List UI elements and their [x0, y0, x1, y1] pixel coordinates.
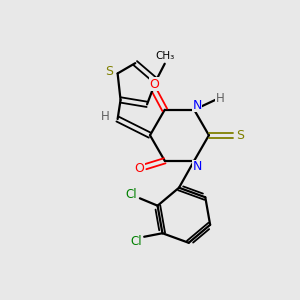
- Text: S: S: [105, 65, 113, 79]
- Text: N: N: [192, 160, 202, 173]
- Text: N: N: [192, 99, 202, 112]
- Text: Cl: Cl: [126, 188, 137, 201]
- Text: S: S: [236, 129, 244, 142]
- Text: H: H: [215, 92, 224, 104]
- Text: H: H: [101, 110, 110, 123]
- Text: O: O: [134, 162, 144, 175]
- Text: O: O: [149, 78, 159, 91]
- Text: CH₃: CH₃: [156, 51, 175, 62]
- Text: Cl: Cl: [130, 235, 142, 248]
